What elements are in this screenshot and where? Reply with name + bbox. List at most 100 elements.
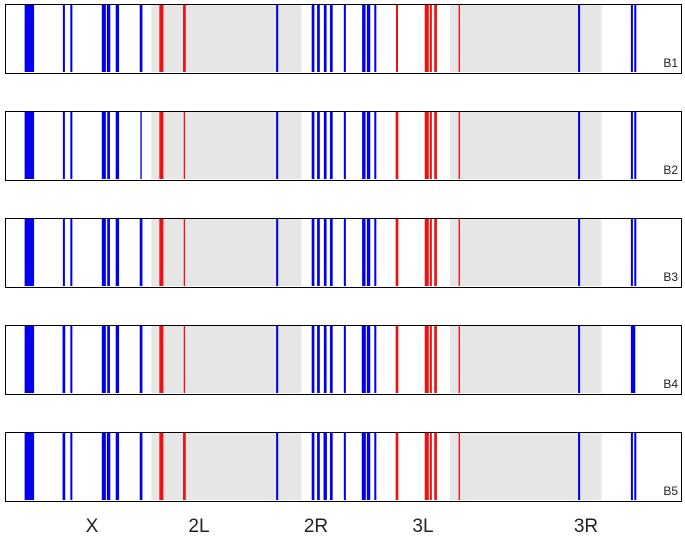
mark-blue <box>323 219 327 286</box>
mark-blue <box>578 112 581 179</box>
mark-blue <box>329 112 333 179</box>
panel-frame <box>5 111 682 181</box>
mark-red <box>434 326 437 393</box>
mark-blue <box>634 112 637 179</box>
mark-blue <box>70 112 73 179</box>
shaded-region-3l <box>449 433 602 500</box>
panel-b4: B4 <box>5 325 682 395</box>
mark-blue <box>140 112 142 179</box>
mark-red <box>429 112 432 179</box>
mark-blue <box>62 219 65 286</box>
mark-blue <box>578 433 581 500</box>
mark-red <box>395 5 398 72</box>
mark-blue <box>276 433 279 500</box>
mark-blue <box>28 112 35 179</box>
mark-blue <box>323 5 327 72</box>
mark-red <box>159 326 164 393</box>
mark-blue <box>139 326 143 393</box>
mark-blue <box>115 219 120 286</box>
mark-blue <box>62 112 65 179</box>
mark-red <box>429 5 432 72</box>
mark-blue <box>630 433 633 500</box>
mark-blue <box>362 112 366 179</box>
mark-blue <box>107 326 110 393</box>
mark-blue <box>374 326 377 393</box>
mark-blue <box>101 5 106 72</box>
mark-red <box>159 219 164 286</box>
mark-red <box>395 219 399 286</box>
mark-blue <box>311 326 315 393</box>
panel-label: B4 <box>663 377 678 391</box>
mark-blue <box>323 112 327 179</box>
mark-red <box>458 5 460 72</box>
mark-blue <box>323 326 327 393</box>
mark-blue <box>101 326 106 393</box>
mark-red <box>429 433 432 500</box>
mark-red <box>424 219 429 286</box>
mark-blue <box>317 433 320 500</box>
x-axis: X 2L 2R 3L 3R <box>86 516 598 537</box>
mark-blue <box>62 433 66 500</box>
mark-blue <box>276 5 279 72</box>
panel-label: B1 <box>663 56 678 70</box>
mark-blue <box>106 5 111 72</box>
mark-blue <box>101 112 106 179</box>
mark-blue <box>634 433 637 500</box>
mark-blue <box>374 112 377 179</box>
mark-red <box>434 219 437 286</box>
mark-blue <box>311 5 315 72</box>
mark-red <box>434 112 437 179</box>
mark-blue <box>28 326 35 393</box>
mark-blue <box>630 326 633 393</box>
shaded-region-2l <box>151 5 302 72</box>
mark-blue <box>106 433 111 500</box>
mark-blue <box>374 5 377 72</box>
mark-red <box>458 433 460 500</box>
mark-blue <box>343 219 346 286</box>
mark-blue <box>70 219 73 286</box>
mark-blue <box>115 433 120 500</box>
mark-red <box>424 5 429 72</box>
mark-blue <box>139 433 143 500</box>
mark-blue <box>329 5 333 72</box>
mark-blue <box>276 219 279 286</box>
panel-frame <box>5 432 682 502</box>
mark-red <box>429 326 432 393</box>
mark-red <box>183 433 186 500</box>
mark-blue <box>632 326 636 393</box>
mark-blue <box>362 219 366 286</box>
mark-red <box>429 219 432 286</box>
mark-red <box>395 112 399 179</box>
panel-frame <box>5 218 682 288</box>
mark-blue <box>323 433 327 500</box>
panel-b5: B5 <box>5 432 682 502</box>
mark-blue <box>62 326 66 393</box>
mark-blue <box>634 219 637 286</box>
mark-red <box>183 326 186 393</box>
mark-blue <box>62 5 65 72</box>
shaded-region-2l <box>151 326 302 393</box>
shaded-region-2l <box>151 112 302 179</box>
mark-red <box>458 112 460 179</box>
mark-blue <box>107 112 110 179</box>
mark-blue <box>317 219 320 286</box>
mark-blue <box>578 219 581 286</box>
panels-group: B1 B2 B3 B4 B5 <box>5 4 682 502</box>
mark-blue <box>366 326 371 393</box>
mark-blue <box>317 112 320 179</box>
mark-blue <box>276 112 279 179</box>
mark-red <box>183 5 186 72</box>
mark-blue <box>362 5 366 72</box>
mark-blue <box>70 433 73 500</box>
mark-blue <box>366 433 371 500</box>
mark-blue <box>343 5 346 72</box>
mark-blue <box>28 5 35 72</box>
mark-blue <box>578 5 581 72</box>
mark-blue <box>311 112 315 179</box>
shaded-region-3l <box>449 112 602 179</box>
panel-b2: B2 <box>5 111 682 181</box>
mark-blue <box>329 433 333 500</box>
x-tick-label-2l: 2L <box>188 516 209 537</box>
x-tick-label-3l: 3L <box>412 516 433 537</box>
